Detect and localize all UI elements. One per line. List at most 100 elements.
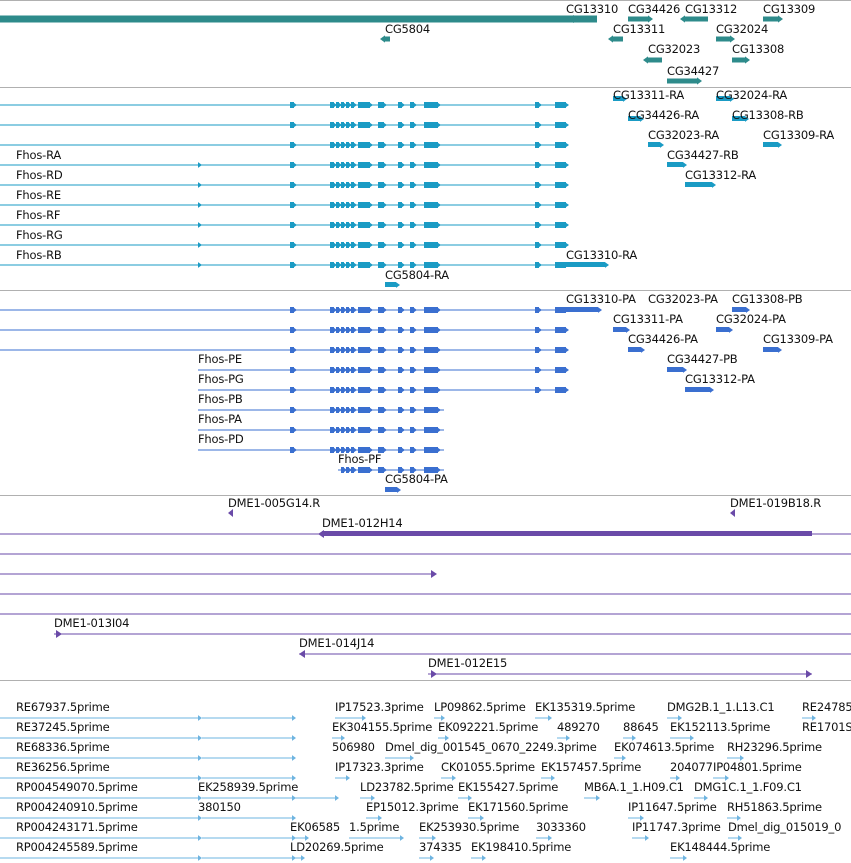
feature-label[interactable]: EK074613.5prime [614,740,715,754]
exon-block[interactable] [424,162,438,168]
strand-arrow[interactable] [344,387,347,393]
strand-arrow[interactable] [438,102,441,108]
strand-arrow[interactable] [539,162,542,168]
strand-arrow[interactable] [648,15,653,23]
strand-arrow[interactable] [349,347,352,353]
feature-label[interactable]: EK155427.5prime [458,780,559,794]
feature-label[interactable]: RP004240910.5prime [16,800,138,814]
strand-arrow[interactable] [305,835,309,841]
strand-arrow[interactable] [334,407,337,413]
strand-arrow[interactable] [430,855,434,861]
exon-block[interactable] [346,162,349,168]
strand-arrow[interactable] [354,427,357,433]
exon-block[interactable] [358,162,370,168]
strand-arrow[interactable] [344,407,347,413]
exon-block[interactable] [378,242,384,248]
exon-block[interactable] [424,102,438,108]
strand-arrow[interactable] [402,387,405,393]
exon-block[interactable] [290,242,294,248]
strand-arrow[interactable] [384,327,387,333]
exon-block[interactable] [351,447,354,453]
exon-block[interactable] [555,202,566,208]
feature-label[interactable]: RE68336.5prime [16,740,110,754]
strand-arrow[interactable] [294,242,297,248]
strand-arrow[interactable] [339,102,342,108]
feature-label[interactable]: MB6A.1_1.H09.C1 [584,780,684,794]
feature-label[interactable]: Dmel_dig_015019_0 [728,820,842,834]
strand-arrow[interactable] [370,102,373,108]
strand-arrow[interactable] [292,815,296,821]
exon-block[interactable] [378,387,384,393]
strand-arrow[interactable] [414,122,417,128]
strand-arrow[interactable] [539,122,542,128]
gene-block[interactable] [648,57,662,63]
feature-label[interactable]: RP004549070.5prime [16,780,138,794]
clone-arrow[interactable] [806,670,812,678]
strand-arrow[interactable] [729,327,733,333]
strand-arrow[interactable] [384,142,387,148]
strand-arrow[interactable] [414,262,417,268]
exon-block[interactable] [535,182,539,188]
strand-arrow[interactable] [354,327,357,333]
strand-arrow[interactable] [198,835,202,841]
exon-block[interactable] [358,387,370,393]
exon-block[interactable] [346,102,349,108]
strand-arrow[interactable] [334,102,337,108]
exon-block[interactable] [358,407,370,413]
exon-block[interactable] [346,307,349,313]
strand-arrow[interactable] [745,116,749,122]
exon-block[interactable] [341,347,344,353]
feature-label[interactable]: CG32023-PA [648,292,718,306]
strand-arrow[interactable] [566,327,569,333]
exon-block[interactable] [410,447,414,453]
strand-arrow[interactable] [354,262,357,268]
exon-block[interactable] [555,182,566,188]
exon-block[interactable] [351,347,354,353]
exon-block[interactable] [410,222,414,228]
strand-arrow[interactable] [402,142,405,148]
strand-arrow[interactable] [339,307,342,313]
strand-arrow[interactable] [294,347,297,353]
strand-arrow[interactable] [339,367,342,373]
feature-label[interactable]: RP004245589.5prime [16,840,138,854]
strand-arrow[interactable] [339,142,342,148]
strand-arrow[interactable] [344,182,347,188]
exon-block[interactable] [351,102,354,108]
exon-block[interactable] [336,327,339,333]
strand-arrow[interactable] [334,427,337,433]
exon-block[interactable] [555,142,566,148]
strand-arrow[interactable] [626,327,630,333]
exon-block[interactable] [341,407,344,413]
strand-arrow[interactable] [370,427,373,433]
exon-block[interactable] [685,387,710,392]
strand-arrow[interactable] [370,467,373,473]
feature-label[interactable]: LD20269.5prime [290,840,384,854]
strand-arrow[interactable] [349,122,352,128]
strand-arrow[interactable] [384,427,387,433]
feature-label[interactable]: DME1-013I04 [54,616,130,630]
strand-arrow[interactable] [334,142,337,148]
strand-arrow[interactable] [344,222,347,228]
strand-arrow[interactable] [566,735,570,741]
strand-arrow[interactable] [712,182,716,188]
exon-block[interactable] [346,467,349,473]
strand-arrow[interactable] [334,347,337,353]
exon-block[interactable] [290,407,294,413]
strand-arrow[interactable] [566,242,569,248]
feature-label[interactable]: IP11647.5prime [628,800,717,814]
exon-block[interactable] [351,467,354,473]
feature-label[interactable]: RE24785 [802,700,851,714]
strand-arrow[interactable] [539,262,542,268]
feature-label[interactable]: CG5804 [385,22,431,36]
feature-label[interactable]: CG13310-RA [566,248,638,262]
exon-block[interactable] [290,307,294,313]
strand-arrow[interactable] [334,162,337,168]
exon-block[interactable] [398,427,402,433]
strand-arrow[interactable] [354,447,357,453]
exon-block[interactable] [398,407,402,413]
exon-block[interactable] [341,467,344,473]
strand-arrow[interactable] [344,367,347,373]
exon-block[interactable] [424,307,438,313]
strand-arrow[interactable] [539,327,542,333]
